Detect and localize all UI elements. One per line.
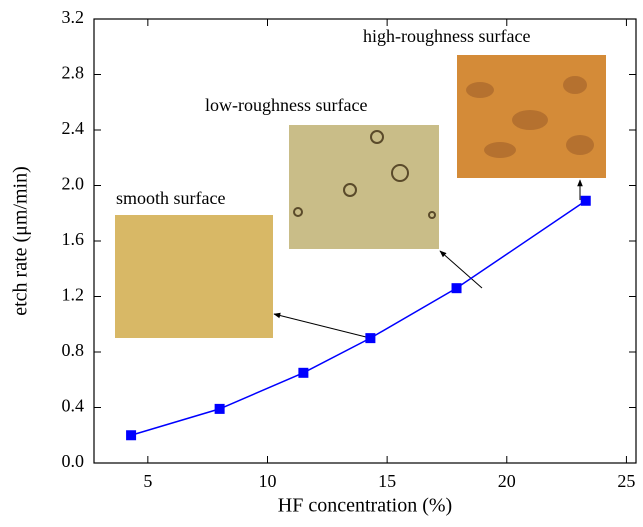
y-tick-label: 2.4 (62, 118, 85, 138)
y-tick-label: 0.8 (62, 340, 85, 360)
data-point (298, 367, 309, 378)
x-tick-label: 15 (378, 471, 396, 491)
low-roughness-image (289, 125, 439, 249)
rough-texture (466, 76, 594, 158)
x-tick-label: 25 (617, 471, 635, 491)
x-tick-label: 10 (258, 471, 276, 491)
y-tick-label: 2.8 (62, 63, 85, 83)
y-tick-label: 0.0 (62, 451, 85, 471)
x-axis-label: HF concentration (%) (278, 495, 452, 517)
data-point (451, 283, 462, 294)
arrow (273, 312, 371, 339)
y-tick-label: 2.0 (62, 174, 85, 194)
data-line (130, 200, 587, 436)
data-point (126, 430, 137, 441)
arrow (439, 250, 483, 289)
y-tick-label: 3.2 (62, 7, 85, 27)
data-point (214, 403, 225, 414)
smooth-surface-image (115, 215, 273, 338)
crystal-dots (293, 130, 436, 219)
x-tick-label: 5 (143, 471, 152, 491)
data-point (365, 333, 376, 344)
y-tick-label: 1.2 (62, 285, 85, 305)
y-tick-label: 1.6 (62, 229, 85, 249)
annotation: high-roughness surface (363, 26, 530, 46)
data-point (580, 195, 591, 206)
x-tick-label: 20 (498, 471, 516, 491)
annotation: low-roughness surface (205, 95, 367, 115)
y-axis-label: etch rate (μm/min) (10, 166, 32, 316)
y-tick-label: 0.4 (62, 396, 85, 416)
annotation: smooth surface (116, 188, 225, 208)
